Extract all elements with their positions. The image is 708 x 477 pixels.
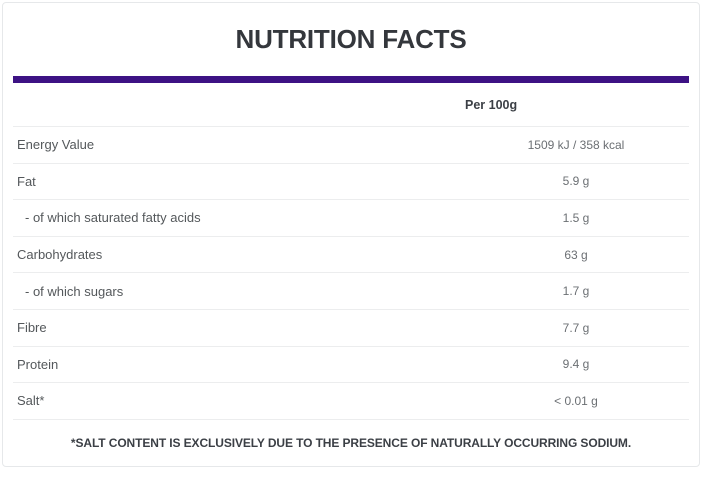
table-row: Salt* < 0.01 g [13, 383, 689, 420]
row-value: 9.4 g [562, 357, 590, 372]
table-row: Fibre 7.7 g [13, 310, 689, 347]
table-row: - of which saturated fatty acids 1.5 g [13, 200, 689, 237]
nutrition-facts-card: NUTRITION FACTS Per 100g Energy Value 15… [2, 2, 700, 467]
row-label: Protein [17, 356, 59, 372]
page-title: NUTRITION FACTS [235, 24, 467, 54]
row-value: 5.9 g [562, 174, 590, 189]
footnote-section: *SALT CONTENT IS EXCLUSIVELY DUE TO THE … [3, 420, 699, 466]
table-row: Carbohydrates 63 g [13, 237, 689, 274]
per-100g-column-header: Per 100g [465, 97, 518, 112]
row-label: - of which sugars [25, 283, 124, 299]
row-label: - of which saturated fatty acids [25, 210, 201, 226]
accent-divider-bar [13, 76, 689, 83]
row-label: Fibre [17, 320, 47, 336]
table-row: - of which sugars 1.7 g [13, 273, 689, 310]
row-label: Salt* [17, 393, 45, 409]
row-value: 7.7 g [562, 320, 590, 335]
table-header-row: Per 100g [13, 83, 689, 127]
salt-footnote: *SALT CONTENT IS EXCLUSIVELY DUE TO THE … [70, 435, 632, 450]
row-value: 1.5 g [562, 210, 590, 225]
row-label: Fat [17, 173, 36, 189]
row-label: Carbohydrates [17, 247, 103, 263]
row-value: 1509 kJ / 358 kcal [527, 137, 625, 152]
row-value: 63 g [564, 247, 588, 262]
nutrition-rows: Energy Value 1509 kJ / 358 kcal Fat 5.9 … [3, 127, 699, 420]
row-label: Energy Value [17, 137, 95, 153]
table-row: Energy Value 1509 kJ / 358 kcal [13, 127, 689, 164]
row-value: < 0.01 g [554, 393, 598, 408]
table-row: Protein 9.4 g [13, 347, 689, 384]
row-value: 1.7 g [562, 284, 590, 299]
table-row: Fat 5.9 g [13, 164, 689, 201]
title-section: NUTRITION FACTS [3, 3, 699, 76]
